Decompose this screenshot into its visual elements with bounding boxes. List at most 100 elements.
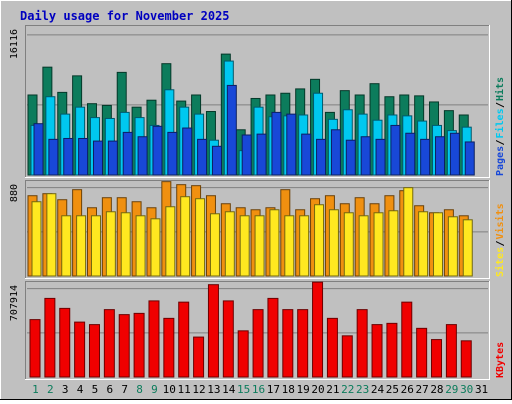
bar-kbytes-day-13	[207, 284, 219, 378]
bar-pages-day-3	[63, 137, 74, 176]
day-label-25: 25	[386, 383, 399, 396]
day-label-13: 13	[207, 383, 220, 396]
bar-sites-day-30	[462, 219, 473, 277]
bar-pages-day-15	[241, 134, 252, 176]
day-label-26: 26	[401, 383, 414, 396]
bar-kbytes-day-28	[431, 339, 443, 378]
bar-sites-day-3	[61, 215, 72, 277]
bar-kbytes-day-26	[401, 301, 413, 378]
bar-sites-day-17	[269, 209, 280, 277]
bar-sites-day-16	[254, 215, 265, 277]
bar-pages-day-4	[78, 137, 89, 176]
bar-pages-day-8	[137, 136, 148, 176]
bar-kbytes-day-8	[133, 312, 145, 378]
legend-hits: Hits	[494, 77, 506, 101]
bar-pages-day-17	[271, 111, 282, 176]
bar-sites-day-23	[358, 215, 369, 277]
bar-kbytes-day-6	[103, 309, 115, 378]
bar-sites-day-29	[447, 216, 458, 277]
day-label-24: 24	[371, 383, 385, 396]
panel-visits-sites-ymax-label: 880	[9, 184, 20, 202]
day-label-10: 10	[163, 383, 176, 396]
day-label-17: 17	[267, 383, 280, 396]
bar-sites-day-8	[135, 215, 146, 277]
bar-kbytes-day-19	[297, 309, 309, 378]
bar-kbytes-day-4	[74, 321, 86, 378]
day-label-8: 8	[136, 383, 143, 396]
bar-kbytes-day-18	[282, 309, 294, 378]
bar-sites-day-21	[328, 209, 339, 277]
bar-kbytes-day-9	[148, 300, 160, 378]
day-label-12: 12	[192, 383, 205, 396]
day-label-2: 2	[47, 383, 54, 396]
legend-separator: /	[495, 139, 506, 145]
bar-kbytes-day-27	[416, 327, 428, 378]
day-label-1: 1	[32, 383, 39, 396]
day-label-23: 23	[356, 383, 369, 396]
bar-pages-day-12	[197, 138, 208, 176]
day-label-4: 4	[77, 383, 84, 396]
bar-kbytes-day-2	[44, 297, 56, 378]
bar-kbytes-day-25	[386, 322, 398, 378]
bar-sites-day-26	[403, 187, 414, 277]
bar-sites-day-11	[180, 196, 191, 277]
bar-kbytes-day-5	[88, 324, 100, 378]
day-label-3: 3	[62, 383, 69, 396]
bar-kbytes-day-23	[356, 309, 368, 378]
panel-kbytes-ymax-label: 707914	[9, 285, 20, 321]
bar-sites-day-19	[299, 215, 310, 277]
bar-pages-day-20	[316, 138, 327, 176]
legend-pages: Pages	[495, 146, 506, 176]
bar-sites-day-25	[388, 210, 399, 277]
bar-sites-day-24	[373, 212, 384, 277]
bar-pages-day-22	[345, 139, 356, 176]
day-label-20: 20	[311, 383, 324, 396]
day-label-19: 19	[296, 383, 309, 396]
bar-pages-day-30	[464, 141, 475, 176]
bar-sites-day-1	[31, 201, 42, 277]
bar-sites-day-2	[46, 193, 57, 277]
bar-pages-day-21	[330, 129, 341, 176]
bar-sites-day-9	[150, 218, 161, 277]
bar-kbytes-day-10	[163, 317, 175, 378]
bar-kbytes-day-22	[341, 335, 353, 378]
bar-pages-day-9	[152, 125, 163, 176]
panel-hits-files-pages-ymax-label: 16116	[9, 29, 20, 59]
legend-visits: Visits	[494, 203, 506, 239]
bar-pages-day-29	[449, 132, 460, 176]
bar-kbytes-day-29	[445, 324, 457, 378]
bar-sites-day-12	[195, 198, 206, 277]
bar-kbytes-day-17	[267, 297, 279, 378]
legend-separator: /	[495, 240, 506, 246]
day-label-11: 11	[178, 383, 191, 396]
legend-sites: Sites	[494, 247, 506, 277]
bar-pages-day-18	[286, 113, 297, 176]
bar-kbytes-day-11	[178, 301, 190, 378]
legend-kbytes: KBytes	[495, 342, 506, 378]
bar-pages-day-5	[92, 140, 103, 176]
legend-separator: /	[495, 102, 506, 108]
bar-sites-day-20	[314, 204, 325, 277]
bar-sites-day-4	[76, 215, 87, 277]
bar-kbytes-day-16	[252, 309, 264, 378]
day-label-6: 6	[106, 383, 113, 396]
bar-sites-day-28	[433, 212, 444, 277]
bar-kbytes-day-15	[237, 330, 249, 378]
day-label-21: 21	[326, 383, 339, 396]
bar-pages-day-27	[420, 138, 431, 176]
bar-sites-day-27	[418, 211, 429, 277]
day-label-28: 28	[430, 383, 443, 396]
bar-sites-day-14	[224, 211, 235, 277]
bar-pages-day-6	[107, 140, 118, 176]
bar-pages-day-10	[167, 131, 178, 176]
bar-sites-day-5	[90, 215, 101, 277]
day-label-7: 7	[121, 383, 128, 396]
bar-sites-day-15	[239, 215, 250, 277]
bar-sites-day-10	[165, 206, 176, 277]
bar-pages-day-23	[360, 136, 371, 176]
bar-sites-day-7	[120, 212, 131, 277]
day-label-16: 16	[252, 383, 265, 396]
bar-pages-day-26	[405, 132, 416, 176]
bar-sites-day-13	[209, 213, 220, 277]
